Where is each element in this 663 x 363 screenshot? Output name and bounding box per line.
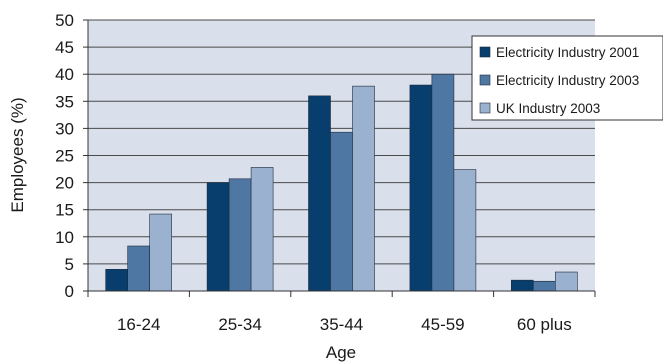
y-tick-label: 45 bbox=[55, 38, 74, 57]
y-tick-label: 30 bbox=[55, 119, 74, 138]
bar-3-5 bbox=[554, 271, 578, 292]
y-axis-title: Employees (%) bbox=[8, 97, 27, 212]
x-axis-title: Age bbox=[326, 343, 356, 362]
y-axis-ticks: 0 5 10 15 20 25 30 35 40 45 50 bbox=[55, 11, 88, 301]
y-tick-label: 25 bbox=[55, 147, 74, 166]
x-tick-label: 45-59 bbox=[421, 315, 464, 334]
bar-3-3 bbox=[352, 85, 375, 292]
bars bbox=[105, 73, 578, 292]
legend-swatch bbox=[479, 74, 491, 86]
bar-3-2 bbox=[250, 167, 274, 292]
legend-label: UK Industry 2003 bbox=[496, 101, 600, 116]
y-tick-label: 50 bbox=[55, 11, 74, 30]
bar-3-4 bbox=[453, 169, 477, 292]
y-tick-label: 20 bbox=[55, 174, 74, 193]
legend-label: Electricity Industry 2003 bbox=[496, 73, 639, 88]
legend-swatch bbox=[479, 46, 491, 58]
x-axis-ticks: 16-24 25-34 35-44 45-59 60 plus bbox=[87, 291, 596, 334]
bar-1-2 bbox=[206, 182, 230, 292]
bar-1-5 bbox=[510, 279, 534, 292]
bar-3-1 bbox=[149, 213, 172, 292]
y-tick-label: 40 bbox=[55, 65, 74, 84]
x-tick-label: 35-44 bbox=[320, 315, 363, 334]
x-tick-label: 60 plus bbox=[517, 315, 572, 334]
bar-1-1 bbox=[105, 269, 128, 292]
bar-2-1 bbox=[127, 245, 150, 292]
bar-2-2 bbox=[228, 178, 252, 292]
y-tick-label: 35 bbox=[55, 92, 74, 111]
bar-2-5 bbox=[532, 280, 556, 292]
x-tick-label: 16-24 bbox=[117, 315, 160, 334]
legend-box bbox=[471, 35, 663, 121]
bar-2-4 bbox=[431, 73, 455, 292]
x-tick-label: 25-34 bbox=[218, 315, 261, 334]
legend-label: Electricity Industry 2001 bbox=[496, 45, 639, 60]
y-tick-label: 10 bbox=[55, 228, 74, 247]
legend-swatch bbox=[479, 102, 491, 114]
bar-1-3 bbox=[308, 95, 331, 292]
y-tick-label: 0 bbox=[65, 282, 74, 301]
bar-2-3 bbox=[330, 131, 353, 292]
bar-1-4 bbox=[409, 84, 433, 292]
y-tick-label: 15 bbox=[55, 201, 74, 220]
legend: Electricity Industry 2001 Electricity Ind… bbox=[471, 35, 663, 121]
y-tick-label: 5 bbox=[65, 255, 74, 274]
